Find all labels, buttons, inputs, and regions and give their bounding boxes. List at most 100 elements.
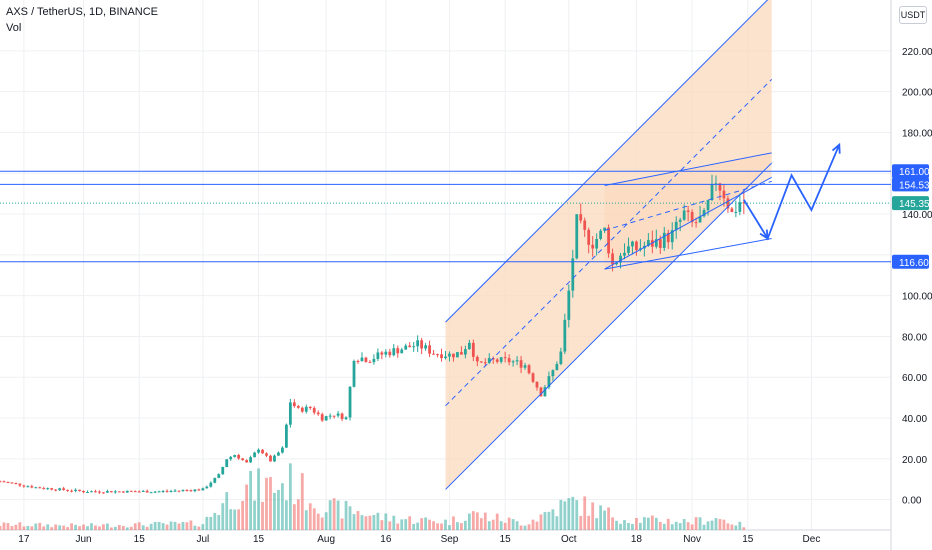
volume-bar bbox=[547, 511, 551, 530]
volume-bar bbox=[304, 510, 308, 530]
candle-body bbox=[452, 353, 455, 358]
candle-body bbox=[678, 219, 682, 222]
candle-body bbox=[344, 417, 348, 420]
volume-bar bbox=[22, 526, 26, 530]
candle-body bbox=[320, 414, 324, 421]
candle-body bbox=[471, 342, 475, 357]
volume-bar bbox=[344, 500, 348, 530]
volume-bar bbox=[384, 513, 388, 530]
candle-body bbox=[384, 351, 388, 355]
candle-body bbox=[631, 241, 634, 247]
volume-bar bbox=[129, 526, 133, 530]
current-price-tag bbox=[892, 196, 929, 211]
volume-bar bbox=[149, 523, 153, 530]
candle-body bbox=[559, 351, 563, 365]
volume-bar bbox=[241, 500, 245, 530]
volume-bar bbox=[332, 498, 336, 530]
candle-body bbox=[460, 352, 463, 355]
candle-body bbox=[54, 489, 58, 491]
volume-bar bbox=[456, 522, 459, 530]
volume-bar bbox=[352, 514, 356, 530]
candle-body bbox=[125, 490, 129, 493]
candle-body bbox=[583, 220, 587, 230]
candle-body bbox=[416, 340, 420, 347]
candle-body bbox=[734, 211, 738, 213]
volume-bar bbox=[595, 518, 599, 530]
volume-bar bbox=[563, 501, 567, 530]
volume-label: Vol bbox=[6, 22, 22, 34]
candle-body bbox=[360, 357, 364, 362]
volume-bar bbox=[483, 512, 487, 530]
volume-bar bbox=[607, 507, 610, 530]
candle-body bbox=[543, 387, 547, 397]
x-tick-label: 15 bbox=[253, 534, 265, 545]
volume-bar bbox=[2, 522, 6, 530]
candle-body bbox=[324, 416, 328, 421]
volume-bar bbox=[145, 526, 149, 530]
current-price-label: 145.35 bbox=[899, 199, 930, 210]
volume-bar bbox=[734, 525, 738, 530]
candle-body bbox=[6, 482, 10, 484]
volume-bar bbox=[74, 524, 77, 530]
volume-bar bbox=[730, 524, 734, 530]
volume-bar bbox=[277, 489, 280, 530]
volume-bar bbox=[288, 463, 292, 530]
candle-body bbox=[483, 362, 487, 364]
candle-body bbox=[662, 232, 666, 248]
volume-bar bbox=[479, 518, 483, 530]
volume-bar bbox=[495, 513, 499, 530]
volume-bar bbox=[535, 521, 539, 530]
volume-bar bbox=[102, 524, 105, 530]
candle-body bbox=[197, 489, 201, 491]
volume-bar bbox=[161, 523, 165, 530]
candle-body bbox=[185, 489, 189, 491]
x-tick-label: 18 bbox=[631, 534, 643, 545]
candle-body bbox=[0, 481, 2, 483]
candle-body bbox=[58, 488, 62, 491]
candle-body bbox=[611, 253, 614, 265]
triangle-lower-edge bbox=[604, 176, 772, 270]
candle-body bbox=[706, 200, 710, 211]
candle-body bbox=[161, 490, 165, 492]
volume-bar bbox=[316, 513, 320, 530]
candle-body bbox=[519, 360, 523, 368]
candle-body bbox=[674, 221, 678, 231]
volume-bar bbox=[285, 500, 288, 530]
price-level-label: 154.53 bbox=[899, 180, 930, 191]
candle-body bbox=[149, 492, 153, 494]
candle-body bbox=[619, 255, 622, 263]
candle-body bbox=[98, 491, 101, 493]
volume-bar bbox=[511, 519, 515, 530]
volume-bar bbox=[631, 523, 634, 530]
volume-bar bbox=[173, 521, 177, 530]
volume-bar bbox=[14, 524, 18, 530]
candle-body bbox=[141, 490, 145, 492]
volume-bar bbox=[229, 509, 233, 530]
candle-body bbox=[304, 406, 308, 412]
candle-body bbox=[269, 455, 272, 462]
candle-body bbox=[400, 349, 404, 354]
price-level-tag bbox=[892, 177, 929, 192]
volume-bar bbox=[432, 521, 435, 530]
candle-body bbox=[62, 488, 66, 490]
x-tick-label: 15 bbox=[134, 534, 146, 545]
volume-bar bbox=[436, 523, 439, 530]
volume-bar bbox=[181, 522, 185, 530]
candle-body bbox=[189, 490, 193, 492]
volume-bar bbox=[217, 515, 221, 530]
volume-bar bbox=[515, 521, 519, 530]
candle-body bbox=[78, 489, 81, 492]
x-tick-label: Jul bbox=[196, 534, 209, 545]
volume-bar bbox=[583, 496, 587, 530]
candle-body bbox=[129, 490, 133, 492]
volume-bar bbox=[221, 503, 225, 530]
candle-body bbox=[300, 407, 304, 412]
candle-body bbox=[86, 492, 89, 494]
volume-bar bbox=[531, 519, 535, 530]
currency-button[interactable]: USDT bbox=[899, 6, 927, 24]
candle-body bbox=[332, 415, 336, 417]
candle-body bbox=[2, 481, 6, 483]
candle-body bbox=[404, 345, 408, 350]
volume-bar bbox=[392, 515, 396, 530]
